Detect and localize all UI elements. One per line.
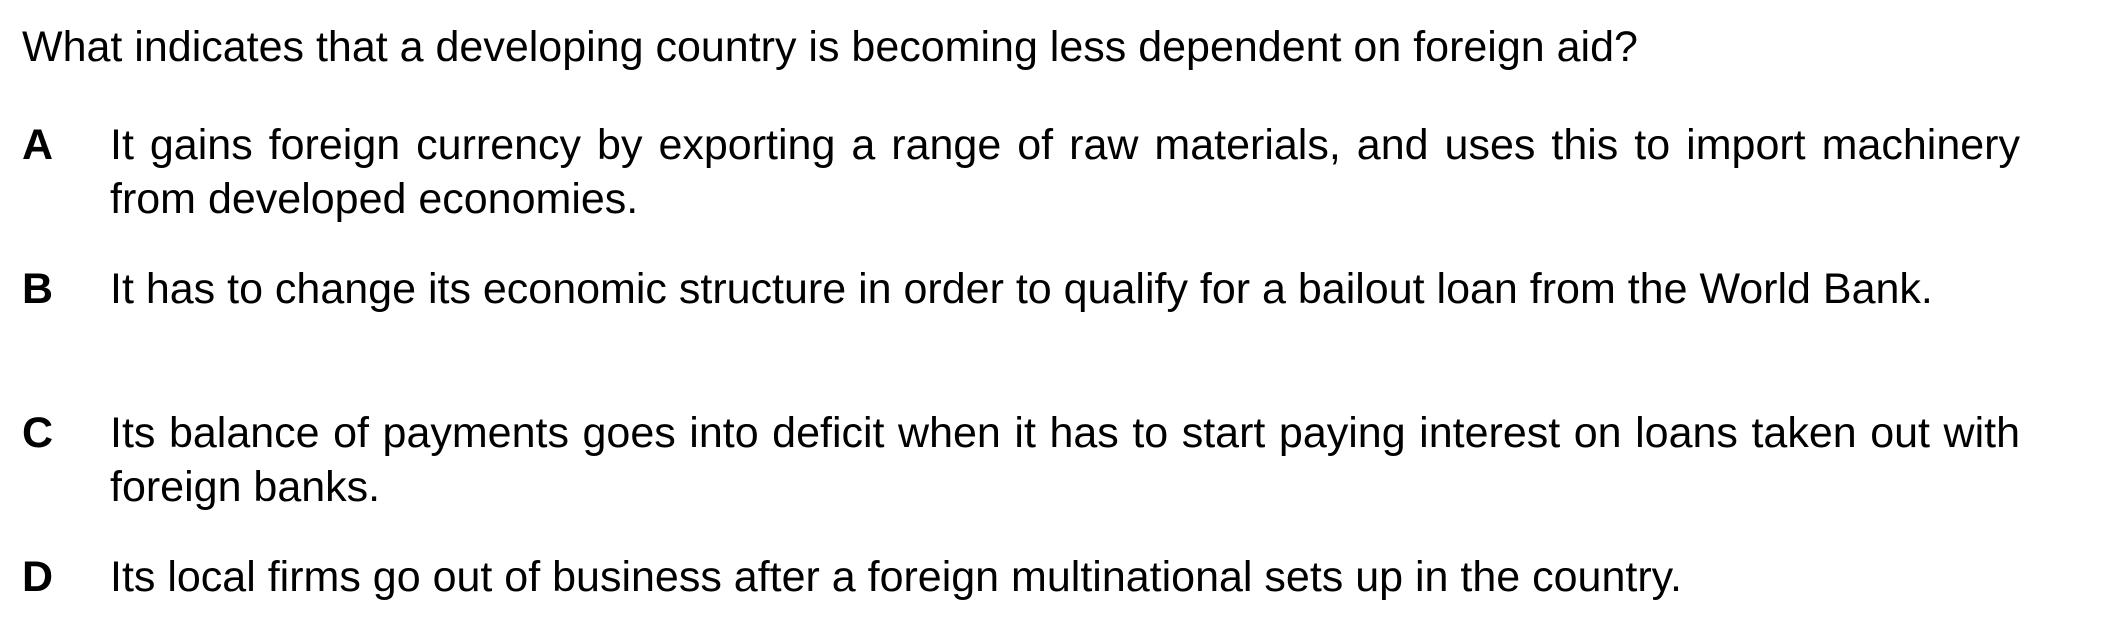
option-text-b: It has to change its economic structure …: [110, 265, 1933, 313]
option-letter-d: D: [22, 553, 54, 601]
option-letter-a: A: [22, 121, 54, 169]
option-text-a: It gains foreign currency by exporting a…: [110, 121, 2020, 223]
option-text-c: Its balance of payments goes into defici…: [110, 409, 2020, 511]
option-letter-c: C: [22, 409, 54, 457]
option-letter-b: B: [22, 265, 54, 313]
option-text-d: Its local firms go out of business after…: [110, 553, 1682, 601]
question-text: What indicates that a developing country…: [22, 23, 1638, 71]
